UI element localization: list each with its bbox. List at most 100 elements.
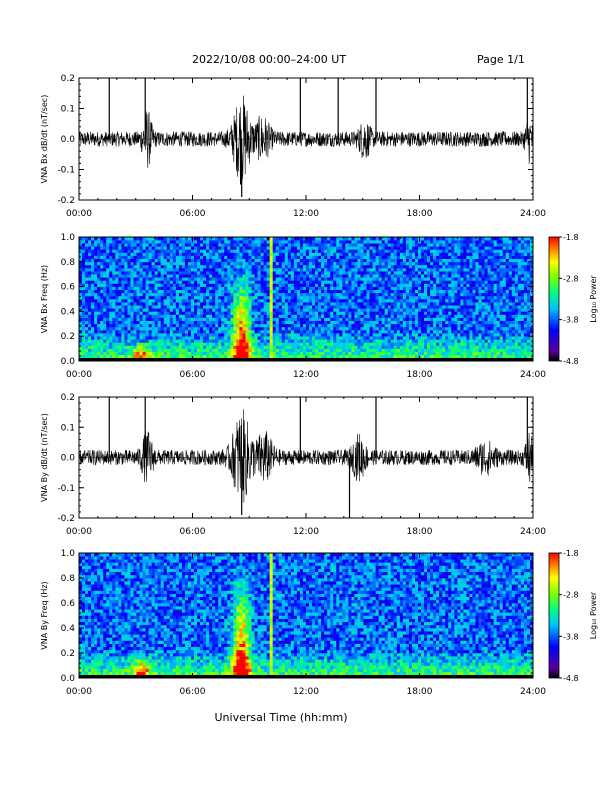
spectrogram-cell xyxy=(200,277,204,281)
spectrogram-cell xyxy=(299,264,304,269)
spectrogram-cell xyxy=(163,280,168,284)
spectrogram-cell xyxy=(197,295,201,300)
spectrogram-cell xyxy=(439,333,443,337)
spectrogram-cell xyxy=(287,277,292,281)
spectrogram-cell xyxy=(390,261,395,266)
spectrogram-cell xyxy=(366,305,370,309)
spectrogram-cell xyxy=(299,268,304,272)
spectrogram-cell xyxy=(112,237,116,241)
spectrogram-cell xyxy=(100,258,104,263)
spectrogram-cell xyxy=(136,289,140,294)
spectrogram-cell xyxy=(218,348,222,352)
spectrogram-cell xyxy=(336,240,340,244)
spectrogram-cell xyxy=(414,274,419,278)
spectrogram-cell xyxy=(396,342,401,346)
spectrogram-cell xyxy=(427,249,431,253)
spectrogram-cell xyxy=(88,268,92,272)
spectrogram-cell xyxy=(212,277,216,281)
spectrogram-cell xyxy=(154,305,158,309)
spectrogram-cell xyxy=(242,274,246,278)
spectrogram-cell xyxy=(290,336,295,340)
spectrogram-cell xyxy=(251,326,255,331)
spectrogram-cell xyxy=(424,243,428,247)
spectrogram-cell xyxy=(106,351,110,356)
spectrogram-cell xyxy=(157,336,162,340)
spectrogram-cell xyxy=(327,323,331,328)
spectrogram-cell xyxy=(236,252,240,256)
spectrogram-cell xyxy=(139,252,143,256)
spectrogram-cell xyxy=(263,323,267,328)
spectrogram-cell xyxy=(206,336,210,340)
spectrogram-cell xyxy=(103,336,107,340)
spectrogram-cell xyxy=(251,342,255,346)
spectrogram-cell xyxy=(309,289,313,294)
spectrogram-cell xyxy=(118,330,122,334)
spectrogram-cell xyxy=(112,308,116,312)
spectrogram-cell xyxy=(263,333,267,337)
spectrogram-cell xyxy=(130,320,134,325)
spectrogram-cell xyxy=(169,333,174,337)
spectrogram-cell xyxy=(88,274,92,278)
spectrogram-cell xyxy=(115,249,119,253)
spectrogram-cell xyxy=(375,243,379,247)
spectrogram-cell xyxy=(187,274,192,278)
spectrogram-cell xyxy=(351,289,355,294)
spectrogram-cell xyxy=(360,286,364,290)
spectrogram-cell xyxy=(106,271,110,275)
spectrogram-cell xyxy=(424,354,428,359)
spectrogram-cell xyxy=(411,342,416,346)
spectrogram-cell xyxy=(357,255,361,259)
spectrogram-cell xyxy=(381,311,385,315)
spectrogram-cell xyxy=(417,348,422,352)
spectrogram-cell xyxy=(436,255,440,259)
spectrogram-cell xyxy=(427,295,431,300)
spectrogram-cell xyxy=(127,311,131,315)
spectrogram-cell xyxy=(411,292,416,297)
spectrogram-cell xyxy=(97,252,101,256)
spectrogram-cell xyxy=(106,286,110,290)
spectrogram-cell xyxy=(427,339,431,343)
spectrogram-cell xyxy=(312,264,316,269)
spectrogram-cell xyxy=(396,336,401,340)
spectrogram-cell xyxy=(209,292,213,297)
spectrogram-cell xyxy=(312,286,316,290)
spectrogram-cell xyxy=(293,280,298,284)
spectrogram-cell xyxy=(124,333,128,337)
spectrogram-cell xyxy=(378,286,382,290)
spectrogram-cell xyxy=(411,295,416,300)
spectrogram-cell xyxy=(230,302,234,306)
spectrogram-cell xyxy=(124,302,128,306)
spectrogram-cell xyxy=(278,289,283,294)
spectrogram-cell xyxy=(242,339,246,343)
spectrogram-cell xyxy=(227,345,231,349)
spectrogram-cell xyxy=(411,320,416,325)
spectrogram-cell xyxy=(242,271,246,275)
spectrogram-cell xyxy=(360,354,364,359)
spectrogram-cell xyxy=(411,264,416,269)
spectrogram-cell xyxy=(430,302,434,306)
spectrogram-cell xyxy=(315,280,319,284)
spectrogram-cell xyxy=(160,240,165,244)
spectrogram-cell xyxy=(336,261,340,266)
spectrogram-cell xyxy=(157,237,162,241)
spectrogram-cell xyxy=(106,237,110,241)
spectrogram-cell xyxy=(375,264,379,269)
spectrogram-cell xyxy=(384,280,389,284)
spectrogram-cell xyxy=(263,243,267,247)
spectrogram-cell xyxy=(97,320,101,325)
spectrogram-cell xyxy=(324,252,328,256)
spectrogram-cell xyxy=(421,283,425,287)
spectrogram-cell xyxy=(439,351,443,356)
spectrogram-cell xyxy=(124,237,128,241)
spectrogram-cell xyxy=(157,264,162,269)
spectrogram-cell xyxy=(172,261,177,266)
spectrogram-cell xyxy=(290,286,295,290)
spectrogram-cell xyxy=(100,277,104,281)
spectrogram-cell xyxy=(151,237,155,241)
spectrogram-cell xyxy=(324,271,328,275)
spectrogram-cell xyxy=(127,342,131,346)
spectrogram-cell xyxy=(190,258,195,263)
spectrogram-cell xyxy=(302,280,307,284)
spectrogram-cell xyxy=(421,246,425,250)
spectrogram-cell xyxy=(190,274,195,278)
